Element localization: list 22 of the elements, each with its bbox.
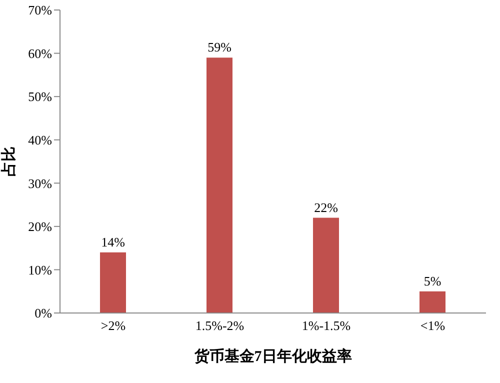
y-tick-label: 10%	[28, 262, 52, 278]
x-tick-label: 1%-1.5%	[302, 318, 351, 334]
bar	[100, 252, 126, 313]
bar	[313, 218, 339, 313]
y-tick-label: 40%	[28, 132, 52, 148]
y-tick-label: 30%	[28, 176, 52, 191]
y-tick-label: 20%	[28, 219, 52, 234]
bar	[206, 58, 232, 313]
x-tick-label: >2%	[100, 318, 126, 334]
y-tick-label: 70%	[28, 2, 52, 18]
y-tick-label: 0%	[34, 306, 52, 321]
data-label: 14%	[101, 234, 126, 250]
y-tick-label: 50%	[28, 89, 52, 104]
bar	[420, 291, 446, 313]
y-axis-title: 占比	[0, 146, 18, 176]
x-axis-title: 货币基金7日年化收益率	[193, 347, 352, 365]
data-label: 22%	[314, 200, 338, 215]
data-label: 5%	[424, 273, 442, 288]
x-tick-label: <1%	[420, 318, 446, 334]
x-tick-label: 1.5%-2%	[195, 318, 244, 334]
data-label: 59%	[208, 40, 232, 55]
y-tick-label: 60%	[28, 46, 52, 61]
